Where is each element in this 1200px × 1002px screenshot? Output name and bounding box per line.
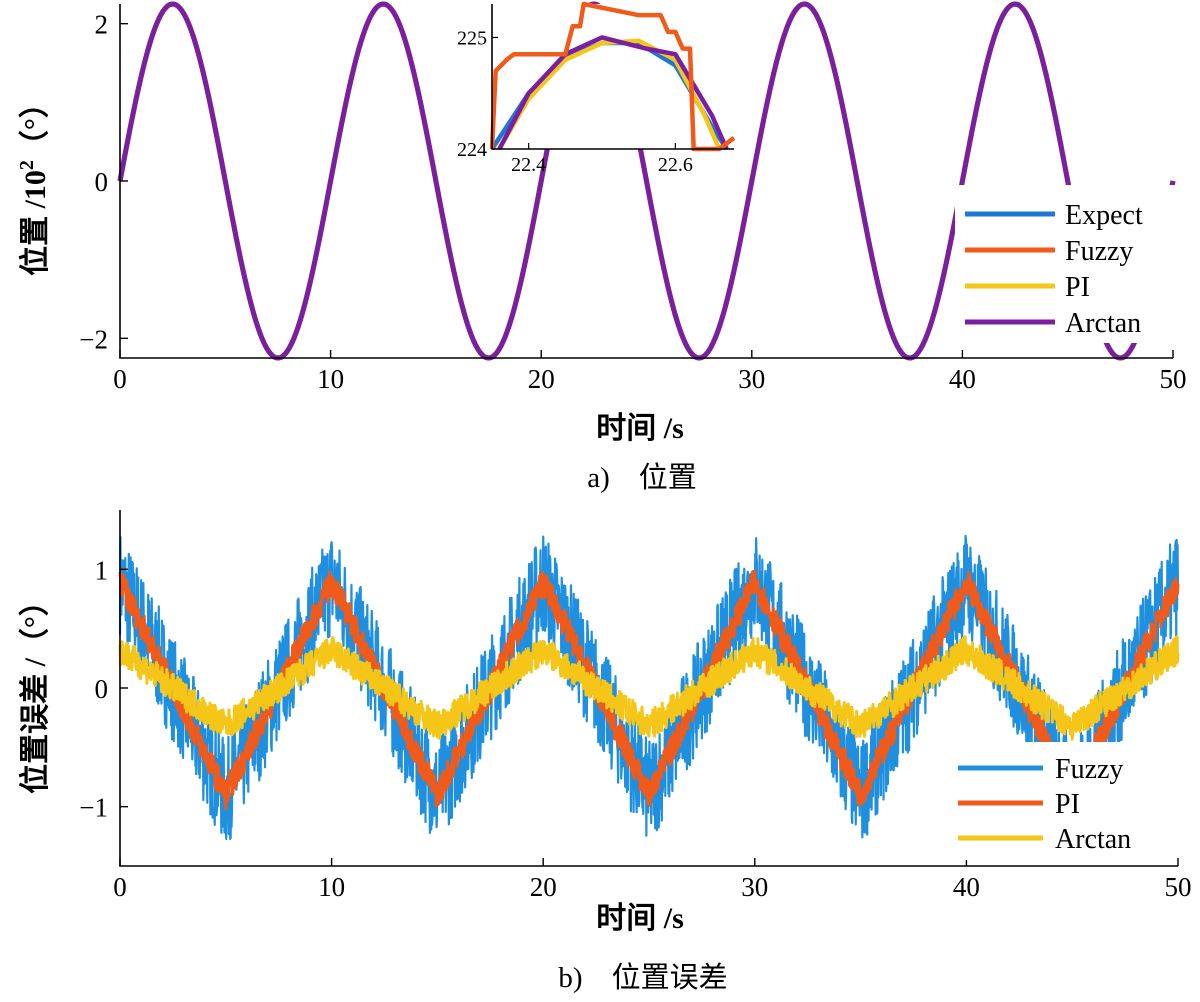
- series-arctan-line: [117, 1, 1176, 361]
- x-tick-label: 20: [530, 872, 557, 902]
- panel-a-caption: a) 位置: [587, 461, 697, 494]
- x-tick-label: 40: [949, 364, 976, 394]
- inset-x-tick-label: 22.6: [658, 154, 693, 176]
- y-tick-label: 1: [95, 555, 109, 585]
- legend-label-fuzzy: Fuzzy: [1065, 236, 1133, 267]
- inset-y-tick-label: 224: [457, 139, 487, 161]
- panel-b-caption: b) 位置误差: [558, 961, 727, 994]
- x-tick-label: 0: [113, 364, 127, 394]
- legend-label-expect: Expect: [1065, 200, 1143, 231]
- legend-label-arctan: Arctan: [1055, 824, 1131, 855]
- inset-background: [492, 4, 734, 149]
- panel-b-ylabel: 位置误差 /（°）: [18, 586, 52, 794]
- legend-label-pi: PI: [1055, 789, 1080, 820]
- y-tick-label: −1: [79, 793, 108, 823]
- panel-b-ticks: 0 10 20 30 40 50 −1 0 1: [79, 555, 1191, 902]
- x-tick-label: 30: [738, 364, 765, 394]
- y-tick-label: 0: [95, 674, 109, 704]
- panel-a-ylabel-main: 位置 /10: [18, 170, 52, 276]
- inset: 22.4 22.6 224 225: [457, 1, 736, 176]
- panel-a-xlabel: 时间 /s: [596, 412, 684, 445]
- panel-b: 0 10 20 30 40 50 −1 0 1 Fuzzy PI Arctan 时间 /s 位置误差…: [18, 510, 1192, 994]
- panel-b-xlabel: 时间 /s: [596, 902, 684, 935]
- x-tick-label: 10: [318, 872, 345, 902]
- x-tick-label: 10: [317, 364, 344, 394]
- y-tick-label: 0: [95, 167, 109, 197]
- panel-b-series: [118, 534, 1180, 841]
- x-tick-label: 30: [741, 872, 768, 902]
- panel-a-ylabel-exponent: 2: [16, 160, 38, 170]
- panel-a-legend: Expect Fuzzy PI Arctan: [955, 185, 1175, 343]
- x-tick-label: 20: [528, 364, 555, 394]
- y-tick-label: −2: [79, 324, 108, 354]
- x-tick-label: 50: [1160, 364, 1187, 394]
- inset-ticks: 22.4 22.6 224 225: [457, 27, 693, 176]
- legend-label-fuzzy: Fuzzy: [1055, 754, 1123, 785]
- panel-b-legend: Fuzzy PI Arctan: [948, 742, 1170, 860]
- series-arctan-line: [118, 635, 1180, 741]
- x-tick-label: 40: [953, 872, 980, 902]
- inset-x-tick-label: 22.4: [511, 154, 546, 176]
- y-tick-label: 2: [95, 10, 109, 40]
- x-tick-label: 0: [113, 872, 127, 902]
- x-tick-label: 50: [1165, 872, 1192, 902]
- panel-a-ticks: 0 10 20 30 40 50−202: [79, 10, 1186, 394]
- inset-y-tick-label: 225: [457, 27, 487, 49]
- legend-background: [955, 185, 1175, 343]
- panel-a-series: [117, 1, 1176, 361]
- panel-a-ylabel-unit: （°）: [18, 88, 52, 160]
- legend-label-arctan: Arctan: [1065, 308, 1141, 339]
- legend-label-pi: PI: [1065, 272, 1090, 303]
- inset-series-arctan-line: [497, 35, 729, 151]
- panel-a-ylabel: 位置 /102（°）: [16, 88, 52, 276]
